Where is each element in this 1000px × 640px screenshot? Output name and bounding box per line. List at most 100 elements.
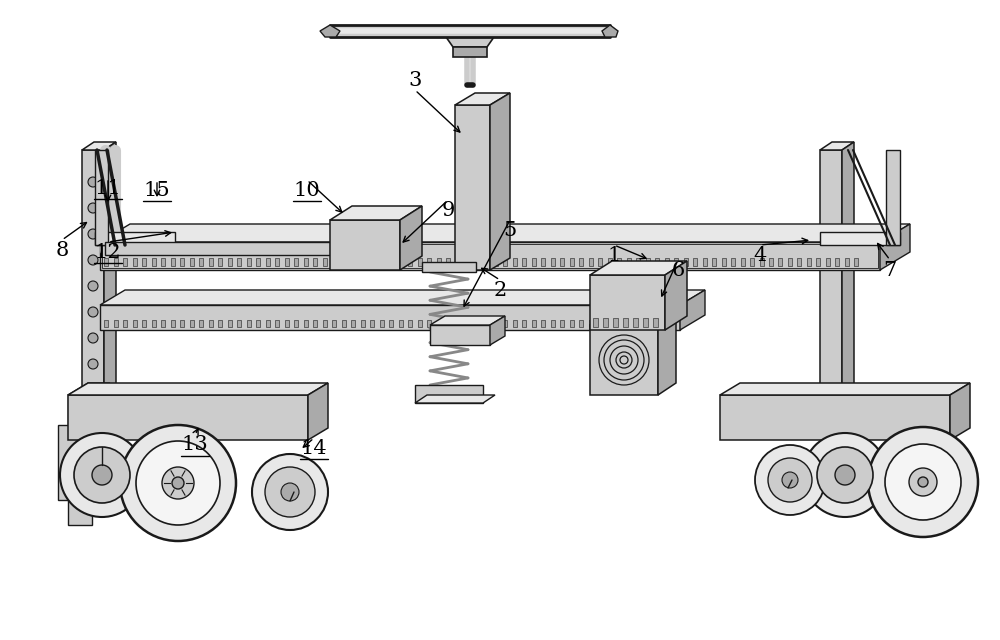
Polygon shape bbox=[842, 142, 854, 410]
Polygon shape bbox=[494, 320, 498, 327]
Circle shape bbox=[88, 281, 98, 291]
Polygon shape bbox=[512, 258, 516, 266]
Polygon shape bbox=[456, 258, 460, 266]
Polygon shape bbox=[408, 320, 412, 327]
Polygon shape bbox=[608, 258, 612, 266]
Circle shape bbox=[265, 467, 315, 517]
Circle shape bbox=[60, 433, 144, 517]
Polygon shape bbox=[332, 258, 336, 266]
Circle shape bbox=[909, 468, 937, 496]
Polygon shape bbox=[590, 313, 676, 325]
Text: 10: 10 bbox=[294, 180, 320, 200]
Polygon shape bbox=[228, 258, 232, 266]
Polygon shape bbox=[446, 320, 450, 327]
Polygon shape bbox=[590, 261, 687, 275]
Circle shape bbox=[885, 444, 961, 520]
Polygon shape bbox=[465, 320, 469, 327]
Polygon shape bbox=[209, 258, 213, 266]
Polygon shape bbox=[266, 320, 270, 327]
Text: 4: 4 bbox=[753, 246, 767, 264]
Polygon shape bbox=[105, 242, 330, 255]
Circle shape bbox=[88, 229, 98, 239]
Polygon shape bbox=[579, 258, 583, 266]
Polygon shape bbox=[332, 320, 336, 327]
Polygon shape bbox=[389, 320, 393, 327]
Polygon shape bbox=[633, 318, 638, 327]
Polygon shape bbox=[503, 258, 507, 266]
Circle shape bbox=[162, 467, 194, 499]
Text: 5: 5 bbox=[503, 221, 517, 239]
Polygon shape bbox=[590, 275, 665, 330]
Polygon shape bbox=[68, 383, 110, 395]
Polygon shape bbox=[684, 258, 688, 266]
Polygon shape bbox=[826, 258, 830, 266]
Polygon shape bbox=[807, 258, 811, 266]
Polygon shape bbox=[602, 25, 618, 37]
Polygon shape bbox=[380, 258, 384, 266]
Text: 9: 9 bbox=[441, 200, 455, 220]
Text: 2: 2 bbox=[493, 280, 507, 300]
Polygon shape bbox=[598, 320, 602, 327]
Circle shape bbox=[252, 454, 328, 530]
Polygon shape bbox=[816, 258, 820, 266]
Polygon shape bbox=[740, 258, 744, 266]
Polygon shape bbox=[256, 258, 260, 266]
Circle shape bbox=[817, 447, 873, 503]
Polygon shape bbox=[190, 258, 194, 266]
Polygon shape bbox=[455, 105, 490, 270]
Circle shape bbox=[88, 333, 98, 343]
Polygon shape bbox=[880, 224, 910, 270]
Polygon shape bbox=[570, 258, 574, 266]
Text: 13: 13 bbox=[182, 435, 208, 454]
Polygon shape bbox=[342, 258, 346, 266]
Polygon shape bbox=[247, 258, 251, 266]
Polygon shape bbox=[455, 93, 510, 105]
Polygon shape bbox=[532, 320, 536, 327]
Polygon shape bbox=[415, 385, 483, 403]
Polygon shape bbox=[731, 258, 735, 266]
Polygon shape bbox=[361, 258, 365, 266]
Circle shape bbox=[835, 465, 855, 485]
Polygon shape bbox=[820, 232, 900, 245]
Polygon shape bbox=[114, 320, 118, 327]
Polygon shape bbox=[171, 320, 175, 327]
Polygon shape bbox=[68, 395, 90, 490]
Polygon shape bbox=[142, 258, 146, 266]
Circle shape bbox=[136, 441, 220, 525]
Polygon shape bbox=[142, 320, 146, 327]
Polygon shape bbox=[475, 320, 479, 327]
Polygon shape bbox=[104, 258, 108, 266]
Polygon shape bbox=[95, 232, 175, 245]
Polygon shape bbox=[720, 383, 970, 395]
Polygon shape bbox=[68, 500, 92, 525]
Polygon shape bbox=[475, 258, 479, 266]
Polygon shape bbox=[522, 320, 526, 327]
Circle shape bbox=[768, 458, 812, 502]
Text: 7: 7 bbox=[883, 260, 897, 280]
Polygon shape bbox=[323, 320, 327, 327]
Polygon shape bbox=[285, 320, 289, 327]
Polygon shape bbox=[550, 320, 554, 327]
Polygon shape bbox=[275, 258, 279, 266]
Circle shape bbox=[120, 425, 236, 541]
Polygon shape bbox=[285, 258, 289, 266]
Polygon shape bbox=[541, 258, 545, 266]
Polygon shape bbox=[218, 320, 222, 327]
Polygon shape bbox=[304, 258, 308, 266]
Polygon shape bbox=[886, 150, 900, 245]
Polygon shape bbox=[603, 318, 608, 327]
Polygon shape bbox=[845, 258, 849, 266]
Circle shape bbox=[755, 445, 825, 515]
Polygon shape bbox=[588, 258, 592, 266]
Polygon shape bbox=[161, 258, 165, 266]
Circle shape bbox=[88, 255, 98, 265]
Polygon shape bbox=[655, 258, 659, 266]
Polygon shape bbox=[408, 258, 412, 266]
Polygon shape bbox=[532, 258, 536, 266]
Circle shape bbox=[172, 477, 184, 489]
Polygon shape bbox=[626, 258, 631, 266]
Polygon shape bbox=[180, 320, 184, 327]
Polygon shape bbox=[430, 316, 505, 325]
Polygon shape bbox=[190, 320, 194, 327]
Text: 6: 6 bbox=[671, 260, 685, 280]
